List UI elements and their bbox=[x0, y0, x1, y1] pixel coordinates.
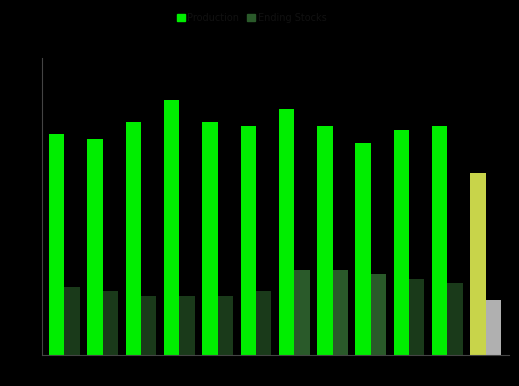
Bar bbox=[126, 122, 141, 355]
Bar bbox=[470, 173, 486, 355]
Bar bbox=[294, 270, 309, 355]
Bar bbox=[103, 291, 118, 355]
Bar bbox=[394, 130, 409, 355]
Bar bbox=[447, 283, 462, 355]
Bar bbox=[279, 109, 294, 355]
Bar bbox=[241, 126, 256, 355]
Bar bbox=[64, 287, 80, 355]
Bar bbox=[356, 143, 371, 355]
Bar bbox=[164, 100, 180, 355]
Legend: Production, Ending Stocks: Production, Ending Stocks bbox=[173, 9, 331, 27]
Bar bbox=[371, 274, 386, 355]
Bar bbox=[486, 300, 501, 355]
Bar bbox=[49, 134, 64, 355]
Bar bbox=[180, 296, 195, 355]
Bar bbox=[409, 279, 425, 355]
Bar bbox=[333, 270, 348, 355]
Bar bbox=[256, 291, 271, 355]
Bar bbox=[88, 139, 103, 355]
Bar bbox=[432, 126, 447, 355]
Bar bbox=[141, 296, 156, 355]
Bar bbox=[317, 126, 333, 355]
Bar bbox=[202, 122, 217, 355]
Bar bbox=[217, 296, 233, 355]
